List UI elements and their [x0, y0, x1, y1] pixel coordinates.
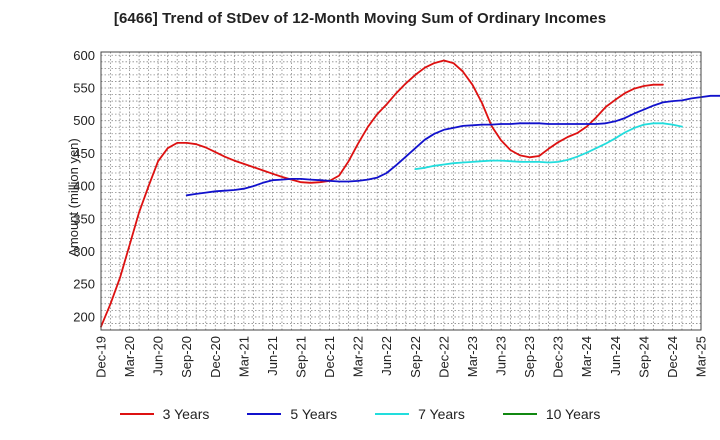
- y-tick-label: 350: [73, 211, 95, 226]
- y-tick-label: 300: [73, 244, 95, 259]
- legend-label-3-years: 3 Years: [162, 406, 210, 422]
- legend-swatch-3-years: [119, 413, 154, 415]
- x-tick-label: Dec-20: [208, 336, 223, 378]
- x-tick-label: Jun-22: [379, 336, 394, 376]
- y-tick-label: 200: [73, 309, 95, 324]
- x-tick-label: Dec-24: [665, 336, 680, 378]
- series-layer: [100, 59, 720, 328]
- legend-swatch-7-years: [375, 413, 410, 415]
- legend-item-7-years[interactable]: 7 Years: [375, 406, 465, 422]
- legend-label-10-years: 10 Years: [545, 406, 601, 422]
- legend-label-5-years: 5 Years: [290, 406, 338, 422]
- y-tick-label: 600: [73, 48, 95, 63]
- x-tick-label: Dec-22: [436, 336, 451, 378]
- y-tick-label: 450: [73, 146, 95, 161]
- x-tick-label: Sep-23: [522, 336, 537, 378]
- y-tick-label: 400: [73, 179, 95, 194]
- legend-item-10-years[interactable]: 10 Years: [502, 406, 601, 422]
- x-tick-label: Jun-21: [265, 336, 280, 376]
- x-tick-label: Dec-21: [322, 336, 337, 378]
- x-tick-label: Jun-20: [151, 336, 166, 376]
- x-tick-label: Sep-22: [408, 336, 423, 378]
- x-tick-label: Jun-23: [494, 336, 509, 376]
- legend-swatch-5-years: [247, 413, 282, 415]
- x-tick-label: Mar-20: [122, 336, 137, 377]
- plot-frame: [100, 51, 702, 331]
- x-tick-label: Mar-25: [694, 336, 709, 377]
- x-tick-label: Mar-23: [465, 336, 480, 377]
- series-line-7-years: [414, 122, 683, 171]
- y-tick-label: 500: [73, 113, 95, 128]
- x-tick-label: Dec-23: [551, 336, 566, 378]
- x-tick-label: Jun-24: [608, 336, 623, 376]
- x-tick-label: Sep-24: [636, 336, 651, 378]
- legend: 3 Years 5 Years 7 Years 10 Years: [0, 406, 720, 422]
- x-tick-label: Sep-21: [294, 336, 309, 378]
- y-tick-label: 550: [73, 80, 95, 95]
- x-tick-label: Mar-24: [579, 336, 594, 377]
- series-line-3-years: [100, 59, 664, 328]
- x-tick-label: Dec-19: [94, 336, 109, 378]
- legend-swatch-10-years: [502, 413, 537, 415]
- legend-item-5-years[interactable]: 5 Years: [247, 406, 337, 422]
- grid-layer: [100, 52, 702, 330]
- legend-label-7-years: 7 Years: [418, 406, 465, 422]
- axis-layer: 200 250 300 350 400 450 500 550 600 Dec-19 Mar-20 J…: [73, 48, 708, 378]
- legend-item-3-years[interactable]: 3 Years: [119, 406, 210, 422]
- x-tick-label: Mar-22: [351, 336, 366, 377]
- x-tick-label: Sep-20: [179, 336, 194, 378]
- series-line-5-years: [185, 94, 720, 197]
- y-tick-label: 250: [73, 277, 95, 292]
- x-tick-label: Mar-21: [236, 336, 251, 377]
- chart-title: [6466] Trend of StDev of 12-Month Moving…: [113, 10, 607, 27]
